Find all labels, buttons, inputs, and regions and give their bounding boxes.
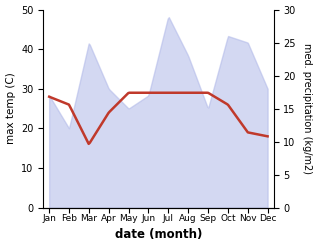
Y-axis label: med. precipitation (kg/m2): med. precipitation (kg/m2)	[302, 43, 313, 174]
Y-axis label: max temp (C): max temp (C)	[5, 73, 16, 144]
X-axis label: date (month): date (month)	[115, 228, 202, 242]
